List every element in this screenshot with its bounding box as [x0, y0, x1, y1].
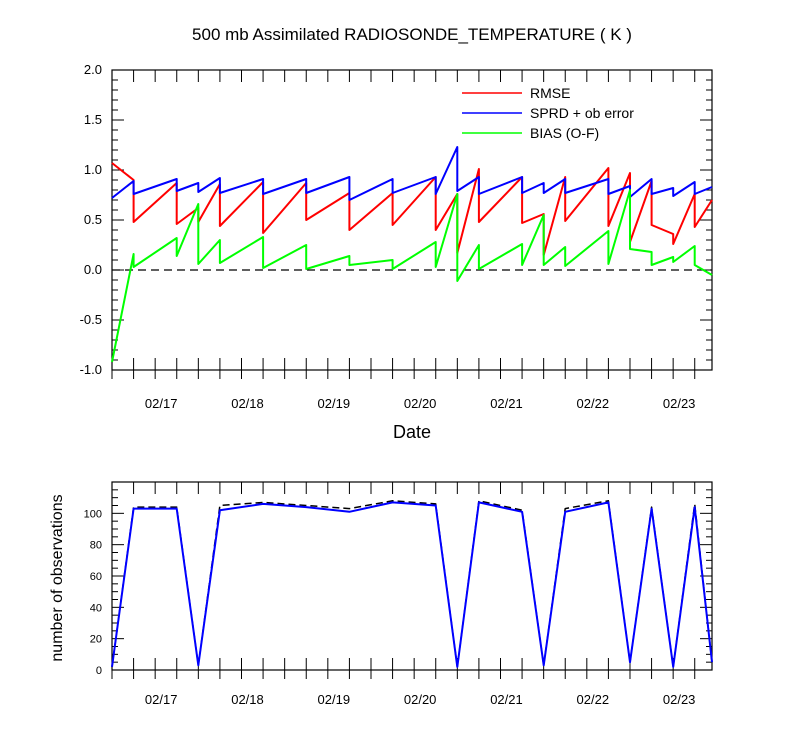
y-axis-label-observations: number of observations	[49, 494, 66, 661]
legend-entry: SPRD + ob error	[530, 105, 634, 121]
top-x-tick-label: 02/22	[577, 396, 610, 411]
bottom-x-tick-label: 02/18	[231, 692, 264, 707]
bottom-y-tick-label: 40	[90, 602, 102, 614]
top-x-tick-label: 02/21	[490, 396, 523, 411]
top-y-tick-label: 1.0	[84, 162, 102, 177]
top-x-axis: 02/17 02/18 02/19 02/20 02/21 02/22 02/23	[111, 70, 696, 411]
top-y-axis: -1.0 -0.5 0.0 0.5 1.0 1.5 2.0	[80, 62, 712, 377]
top-x-tick-label: 02/18	[231, 396, 264, 411]
top-y-tick-label: -1.0	[80, 362, 102, 377]
top-y-tick-label: 0.5	[84, 212, 102, 227]
bottom-x-axis: 02/17 02/18 02/19 02/20 02/21 02/22 02/23	[111, 482, 696, 707]
bottom-x-tick-label: 02/20	[404, 692, 437, 707]
bottom-y-tick-label: 100	[84, 508, 102, 520]
x-axis-label: Date	[393, 422, 431, 442]
bottom-x-tick-label: 02/21	[490, 692, 523, 707]
top-y-tick-label: 2.0	[84, 62, 102, 77]
bottom-y-tick-label: 80	[90, 540, 102, 552]
bottom-x-tick-label: 02/19	[318, 692, 351, 707]
top-y-tick-label: -0.5	[80, 312, 102, 327]
series-rmse-line	[111, 162, 713, 256]
bottom-y-axis: 0 20 40 60 80 100	[84, 481, 712, 677]
series-bias-o-f-line	[111, 189, 713, 363]
legend-entry: RMSE	[530, 85, 570, 101]
legend: RMSE SPRD + ob error BIAS (O-F)	[462, 85, 634, 141]
bottom-x-tick-label: 02/22	[577, 692, 610, 707]
top-x-tick-label: 02/23	[663, 396, 696, 411]
bottom-x-tick-label: 02/17	[145, 692, 178, 707]
chart-title: 500 mb Assimilated RADIOSONDE_TEMPERATUR…	[192, 25, 632, 44]
top-x-tick-label: 02/19	[318, 396, 351, 411]
series-assimilated-observations-line	[111, 501, 713, 668]
top-y-tick-label: 1.5	[84, 112, 102, 127]
top-x-tick-label: 02/17	[145, 396, 178, 411]
top-panel: -1.0-0.50.00.51.01.52.002/17 02/18 02/19 02…	[80, 62, 713, 411]
legend-entry: BIAS (O-F)	[530, 125, 599, 141]
bottom-y-tick-label: 0	[96, 665, 102, 677]
bottom-x-tick-label: 02/23	[663, 692, 696, 707]
bottom-y-tick-label: 60	[90, 571, 102, 583]
top-y-tick-label: 0.0	[84, 262, 102, 277]
bottom-y-tick-label: 20	[90, 634, 102, 646]
top-x-tick-label: 02/20	[404, 396, 437, 411]
series-sprd-ob-error-line	[111, 146, 713, 201]
